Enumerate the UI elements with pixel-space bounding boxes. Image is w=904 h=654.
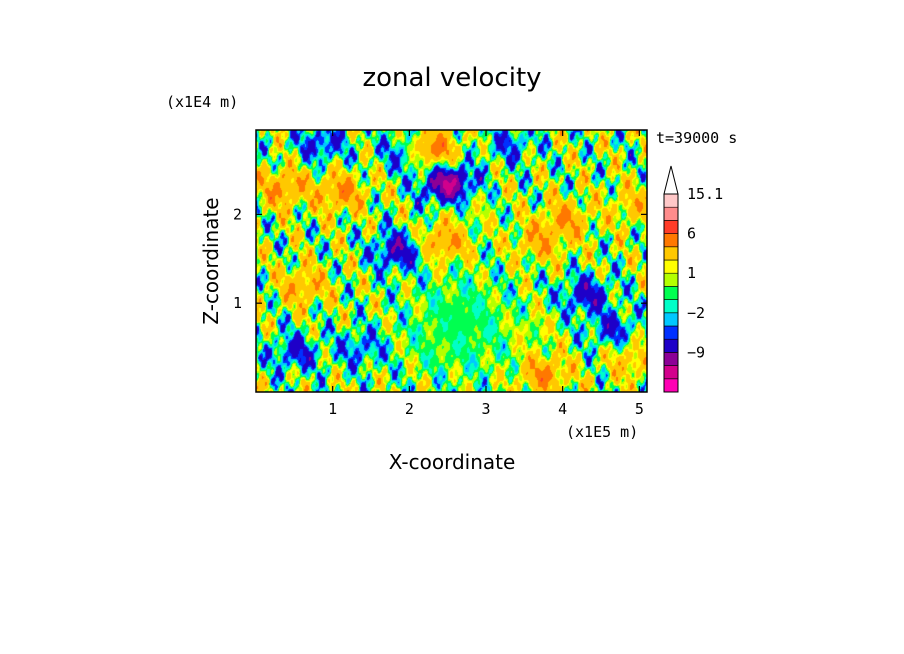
colorbar-label: −2 bbox=[687, 304, 705, 322]
colorbar-frame bbox=[663, 193, 679, 393]
y-axis: 12 bbox=[233, 205, 647, 312]
colorbar-label: −9 bbox=[687, 343, 705, 361]
time-label: t=39000 s bbox=[656, 129, 737, 147]
colorbar-label: 1 bbox=[687, 264, 696, 282]
heatmap-image bbox=[256, 130, 647, 392]
colorbar-swatch bbox=[663, 220, 679, 234]
x-tick-label: 1 bbox=[328, 400, 337, 418]
colorbar-swatch bbox=[663, 272, 679, 287]
colorbar-swatch bbox=[663, 338, 679, 353]
colorbar-swatch bbox=[663, 365, 679, 380]
colorbar-swatch bbox=[663, 259, 679, 274]
colorbar-swatch bbox=[663, 312, 679, 327]
y-tick-label: 1 bbox=[233, 294, 242, 312]
colorbar-swatch bbox=[663, 299, 679, 314]
y-unit-label: (x1E4 m) bbox=[166, 93, 238, 111]
x-unit-label: (x1E5 m) bbox=[566, 423, 638, 441]
x-axis: 1 2 3 4 5 bbox=[328, 130, 644, 418]
plot-area bbox=[255, 129, 648, 393]
colorbar-swatch bbox=[663, 286, 679, 300]
colorbar-label: 15.1 bbox=[687, 185, 723, 203]
colorbar-swatch bbox=[663, 206, 679, 221]
x-tick-label: 2 bbox=[405, 400, 414, 418]
colorbar-swatch bbox=[663, 193, 679, 208]
chart-title: zonal velocity bbox=[362, 63, 541, 93]
x-tick-label: 3 bbox=[481, 400, 490, 418]
colorbar-swatch bbox=[663, 246, 679, 261]
colorbar-swatch bbox=[663, 352, 679, 366]
y-axis-label: Z-coordinate bbox=[199, 197, 223, 324]
x-tick-label: 5 bbox=[635, 400, 644, 418]
colorbar-swatch bbox=[663, 378, 679, 393]
colorbar-swatch bbox=[663, 233, 679, 248]
colorbar-label: 6 bbox=[687, 225, 696, 243]
colorbar-extend-triangle bbox=[663, 165, 679, 195]
colorbar: 15.1 6 1 −2 −9 bbox=[663, 165, 723, 393]
y-tick-label: 2 bbox=[233, 205, 242, 223]
plot-frame bbox=[255, 129, 648, 393]
x-axis-label: X-coordinate bbox=[389, 450, 516, 474]
colorbar-swatch bbox=[663, 325, 679, 340]
x-tick-label: 4 bbox=[558, 400, 567, 418]
